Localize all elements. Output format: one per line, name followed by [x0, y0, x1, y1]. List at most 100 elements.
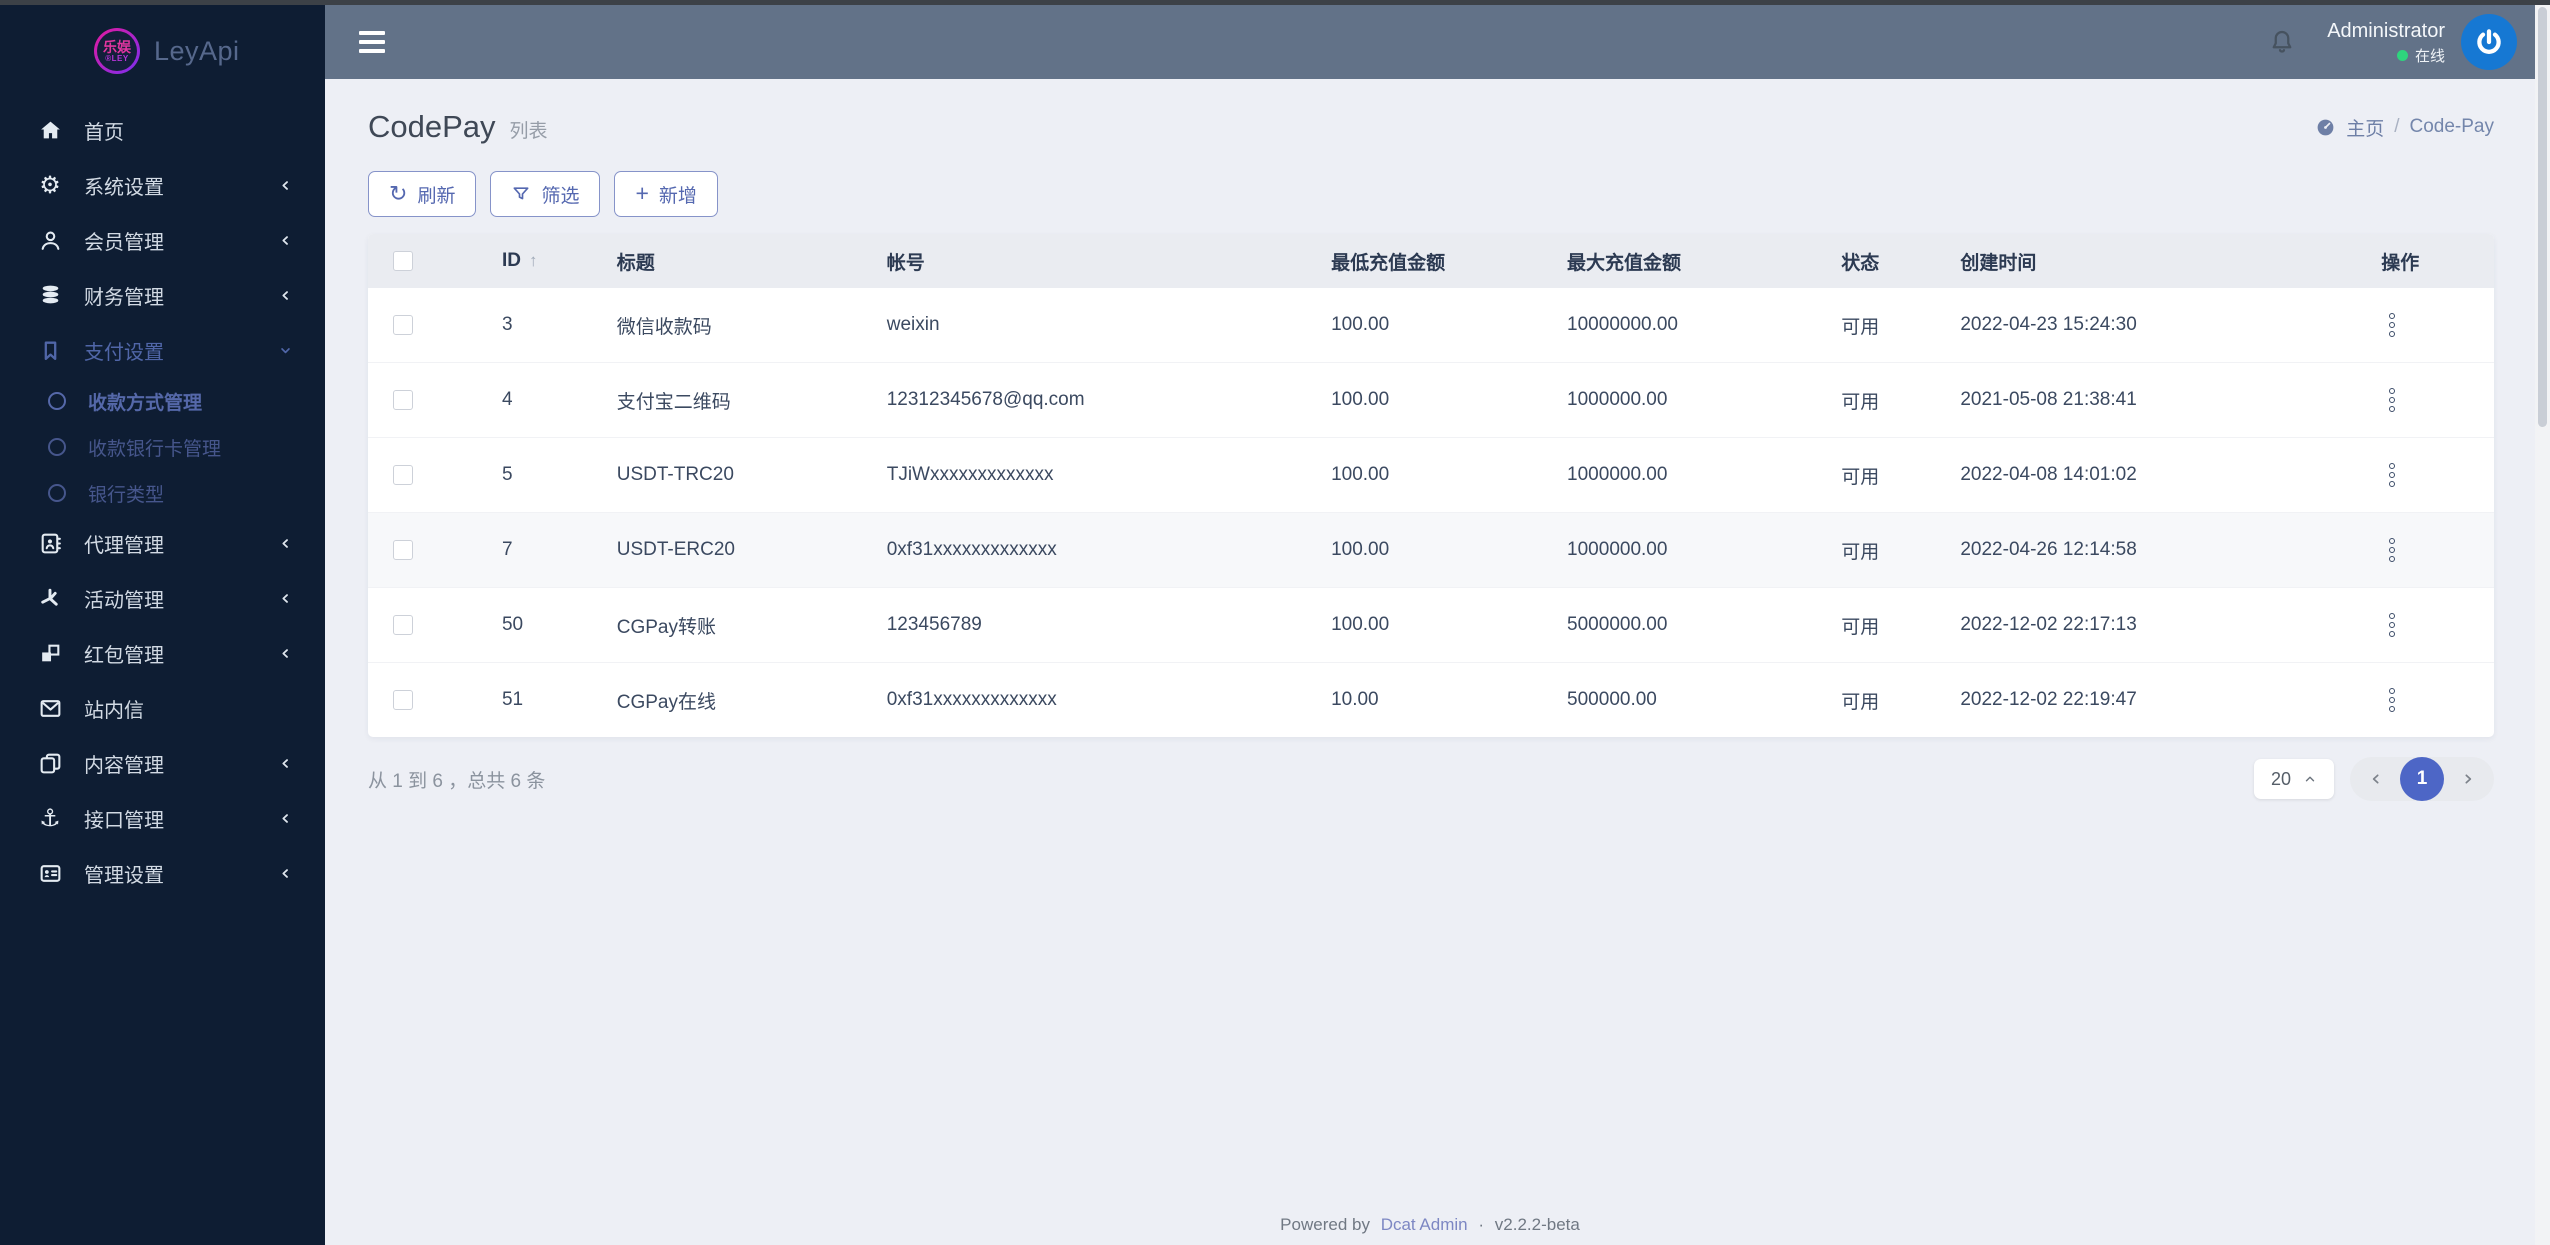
table-row: 3 微信收款码 weixin 100.00 10000000.00 可用 202…	[368, 288, 2494, 363]
add-button[interactable]: + 新增	[614, 171, 718, 217]
sidebar-item-content[interactable]: 内容管理	[0, 736, 325, 791]
pagination-summary: 从 1 到 6 ，总共 6 条	[368, 770, 546, 792]
sidebar-subitem-bank-cards[interactable]: 收款银行卡管理	[0, 424, 325, 470]
cell-status: 可用	[1841, 362, 1961, 438]
cell-max: 5000000.00	[1567, 587, 1842, 663]
cell-created: 2021-05-08 21:38:41	[1960, 362, 2382, 438]
scrollbar-thumb[interactable]	[2538, 7, 2547, 427]
chevron-left-icon	[278, 866, 293, 881]
online-status-label: 在线	[2414, 47, 2445, 65]
filter-button[interactable]: 筛选	[490, 171, 601, 217]
bookmark-icon	[36, 338, 64, 363]
breadcrumb-current: Code-Pay	[2409, 116, 2495, 137]
cell-status: 可用	[1841, 587, 1961, 663]
footer: Powered by Dcat Admin · v2.2.2-beta	[1280, 1215, 1580, 1234]
sidebar-item-payment-settings[interactable]: 支付设置	[0, 323, 325, 378]
envelope-icon	[36, 696, 64, 721]
sidebar-item-activities[interactable]: 活动管理	[0, 571, 325, 626]
user-menu[interactable]: Administrator 在线	[2327, 19, 2445, 66]
current-page-button[interactable]: 1	[2400, 757, 2444, 801]
cell-account: 12312345678@qq.com	[886, 362, 1332, 438]
chevron-left-icon	[278, 288, 293, 303]
cell-title: USDT-TRC20	[616, 437, 887, 513]
cell-created: 2022-12-02 22:19:47	[1960, 662, 2382, 737]
breadcrumb: 主页 / Code-Pay	[2315, 114, 2494, 141]
topbar: Administrator 在线	[325, 5, 2535, 79]
toolbar: ↻ 刷新 筛选 + 新增	[368, 171, 2494, 217]
dcat-admin-link[interactable]: Dcat Admin	[1380, 1215, 1468, 1234]
row-actions-kebab-icon[interactable]	[2381, 459, 2403, 491]
chevron-left-icon	[278, 536, 293, 551]
gears-icon: ⚙	[39, 171, 61, 199]
avatar[interactable]	[2461, 14, 2517, 70]
select-all-checkbox[interactable]	[393, 251, 413, 271]
row-checkbox[interactable]	[393, 315, 413, 335]
sidebar-subitem-payment-methods[interactable]: 收款方式管理	[0, 378, 325, 424]
sidebar-item-red-packets[interactable]: 红包管理	[0, 626, 325, 681]
cell-title: CGPay转账	[616, 587, 887, 663]
address-book-icon	[36, 531, 64, 556]
online-status-dot	[2396, 49, 2408, 61]
id-card-icon	[36, 861, 64, 886]
notifications-bell-icon[interactable]	[2267, 27, 2297, 57]
cell-title: 支付宝二维码	[616, 362, 887, 438]
circle-icon	[48, 484, 66, 502]
chevron-left-icon	[278, 591, 293, 606]
row-actions-kebab-icon[interactable]	[2381, 309, 2403, 341]
breadcrumb-separator: /	[2394, 116, 2400, 137]
cell-created: 2022-04-08 14:01:02	[1960, 437, 2382, 513]
column-header-min: 最低充值金额	[1331, 234, 1568, 288]
sidebar-item-members[interactable]: 会员管理	[0, 213, 325, 268]
chevron-left-icon	[278, 756, 293, 771]
sidebar-menu: 首页 ⚙ 系统设置 会员管理 财务管理	[0, 103, 325, 901]
brand[interactable]: 乐娱 ®LEY LeyApi	[0, 5, 325, 97]
cell-min: 100.00	[1331, 362, 1568, 438]
row-checkbox[interactable]	[393, 540, 413, 560]
table-row: 50 CGPay转账 123456789 100.00 5000000.00 可…	[368, 587, 2494, 663]
row-checkbox[interactable]	[393, 615, 413, 635]
refresh-icon: ↻	[389, 181, 408, 206]
row-checkbox[interactable]	[393, 390, 413, 410]
window-top-strip	[0, 0, 2550, 5]
sidebar-item-finance[interactable]: 财务管理	[0, 268, 325, 323]
cell-max: 1000000.00	[1567, 512, 1842, 588]
column-header-created: 创建时间	[1960, 234, 2382, 288]
dashboard-icon	[2315, 117, 2336, 138]
row-actions-kebab-icon[interactable]	[2381, 384, 2403, 416]
column-header-id[interactable]: ID ↑	[501, 250, 538, 271]
cell-max: 1000000.00	[1567, 437, 1842, 513]
refresh-button[interactable]: ↻ 刷新	[368, 171, 477, 217]
sidebar-item-agents[interactable]: 代理管理	[0, 516, 325, 571]
cell-min: 100.00	[1331, 314, 1390, 335]
next-page-button[interactable]	[2448, 759, 2488, 799]
chevron-down-icon	[278, 343, 293, 358]
cell-min: 100.00	[1331, 437, 1568, 513]
row-actions-kebab-icon[interactable]	[2381, 609, 2403, 641]
breadcrumb-home-link[interactable]: 主页	[2346, 118, 2385, 140]
page-size-select[interactable]: 20	[2254, 759, 2334, 799]
row-actions-kebab-icon[interactable]	[2381, 534, 2403, 566]
sidebar-item-api[interactable]: ⚓ 接口管理	[0, 791, 325, 846]
cell-id: 4	[501, 362, 617, 438]
codepay-table: ID ↑ 标题 帐号 最低充值金额 最大充值金额 状态 创建时间 操作 3 微信收…	[368, 234, 2494, 737]
table-header-row: ID ↑ 标题 帐号 最低充值金额 最大充值金额 状态 创建时间 操作	[368, 234, 2494, 288]
row-checkbox[interactable]	[393, 690, 413, 710]
column-header-actions: 操作	[2381, 234, 2494, 288]
prev-page-button[interactable]	[2356, 759, 2396, 799]
cell-status: 可用	[1841, 316, 1880, 338]
sidebar-item-messages[interactable]: 站内信	[0, 681, 325, 736]
cell-status: 可用	[1841, 662, 1961, 737]
circle-icon	[48, 438, 66, 456]
page-scrollbar[interactable]	[2535, 5, 2550, 1245]
row-checkbox[interactable]	[393, 465, 413, 485]
cell-id: 5	[501, 437, 617, 513]
chevron-up-icon	[2305, 776, 2315, 782]
cell-max: 500000.00	[1567, 662, 1842, 737]
sidebar-toggle-button[interactable]	[353, 25, 391, 59]
chevron-left-icon	[278, 811, 293, 826]
sidebar-item-admin-settings[interactable]: 管理设置	[0, 846, 325, 901]
sidebar-subitem-bank-types[interactable]: 银行类型	[0, 470, 325, 516]
sidebar-item-system-settings[interactable]: ⚙ 系统设置	[0, 158, 325, 213]
sidebar-item-home[interactable]: 首页	[0, 103, 325, 158]
row-actions-kebab-icon[interactable]	[2381, 684, 2403, 716]
